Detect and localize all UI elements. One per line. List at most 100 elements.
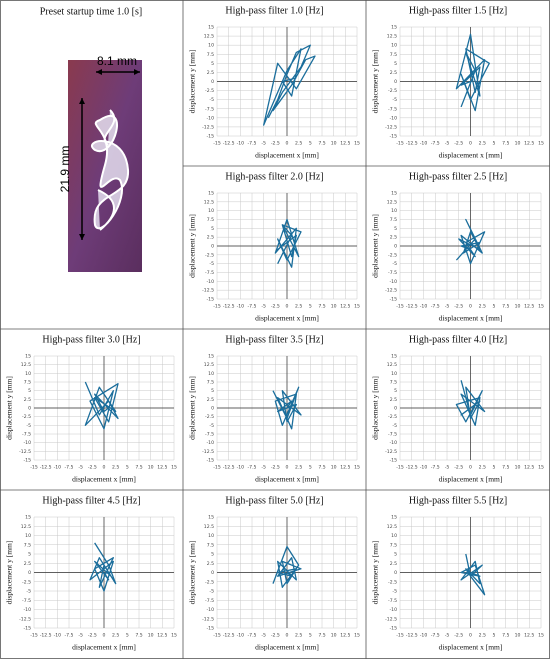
chart-panel: High-pass filter 1.5 [Hz] displacement x … [371,5,544,159]
x-tick-label: 2.5 [479,304,486,310]
x-tick-label: 12.5 [340,465,350,471]
y-tick-label: -7.5 [388,432,397,438]
y-tick-label: -5 [392,423,397,429]
x-tick-label: 10 [148,465,154,471]
y-tick-label: -2.5 [205,88,214,94]
x-tick-label: 0 [286,304,289,310]
y-tick-label: 10 [25,371,31,377]
x-tick-label: 12.5 [157,465,167,471]
y-tick-label: 0 [394,244,397,250]
y-tick-label: -12.5 [385,616,397,622]
y-tick-label: 2.5 [390,397,397,403]
y-tick-label: 5 [28,388,31,394]
x-tick-label: -10 [420,304,428,310]
y-axis-label: displacement y [mm] [188,50,197,114]
x-tick-label: -12.5 [223,304,235,310]
x-axis-label: displacement x [mm] [439,475,503,484]
chart-panel: High-pass filter 4.5 [Hz] displacement x … [5,495,177,651]
x-tick-label: -15 [30,465,38,471]
y-tick-label: 2.5 [207,235,214,241]
trajectory [455,380,486,426]
x-tick-label: -2.5 [271,633,280,639]
chart-title: High-pass filter 4.0 [Hz] [409,334,507,345]
y-tick-label: 15 [391,25,397,31]
chart-title: High-pass filter 1.0 [Hz] [225,5,323,16]
photo-panel: Preset startup time 1.0 [s] 8.1 mm 21.9 … [40,6,142,272]
x-tick-label: 2.5 [479,633,486,639]
y-tick-label: -2.5 [388,579,397,585]
y-tick-label: -7.5 [388,106,397,112]
trajectory [89,542,117,592]
x-tick-label: -12.5 [223,465,235,471]
chart-panel: High-pass filter 3.5 [Hz] displacement x … [188,334,360,483]
y-tick-label: -2.5 [388,414,397,420]
x-tick-label: 15 [538,141,544,147]
x-tick-label: 5 [309,304,312,310]
x-tick-label: 10 [331,304,337,310]
chart-panel: High-pass filter 2.5 [Hz] displacement x … [371,171,544,322]
x-axis-label: displacement x [mm] [439,314,503,323]
y-tick-label: 10 [208,208,214,214]
x-tick-label: -5 [261,141,266,147]
chart-panel: High-pass filter 3.0 [Hz] displacement x … [5,334,177,483]
chart-title: High-pass filter 4.5 [Hz] [42,495,140,506]
x-tick-label: 12.5 [340,633,350,639]
x-tick-label: 5 [493,465,496,471]
x-tick-label: -15 [213,141,221,147]
y-tick-label: 12.5 [204,524,214,530]
x-tick-label: -12.5 [223,633,235,639]
y-tick-label: 2.5 [207,70,214,76]
x-tick-label: -5 [445,465,450,471]
y-tick-label: 7.5 [24,380,31,386]
x-tick-label: 15 [171,633,177,639]
x-tick-label: -2.5 [88,465,97,471]
x-tick-label: -7.5 [248,465,257,471]
y-tick-label: 2.5 [24,561,31,567]
y-tick-label: -5 [209,261,214,267]
y-tick-label: 12.5 [387,34,397,40]
y-tick-label: 15 [208,191,214,197]
trajectory [272,545,302,588]
y-tick-label: 5 [394,61,397,67]
x-tick-label: 12.5 [157,633,167,639]
y-tick-label: -12.5 [385,449,397,455]
photo-title: Preset startup time 1.0 [s] [40,6,142,17]
x-tick-label: 2.5 [295,465,302,471]
chart-title: High-pass filter 5.5 [Hz] [409,495,507,506]
chart-title: High-pass filter 2.5 [Hz] [409,171,507,182]
x-tick-label: -5 [261,304,266,310]
y-tick-label: 5 [394,552,397,558]
y-tick-label: 0 [211,79,214,85]
y-tick-label: 7.5 [207,217,214,223]
x-tick-label: 10 [331,633,337,639]
x-tick-label: -15 [396,141,404,147]
trajectory [272,386,302,430]
x-tick-label: 7.5 [318,633,325,639]
y-tick-label: 10 [391,208,397,214]
y-tick-label: 10 [25,533,31,539]
x-tick-label: 0 [103,465,106,471]
y-tick-label: -10 [389,279,397,285]
y-axis-label: displacement y [mm] [371,50,380,114]
y-tick-label: -10 [23,440,31,446]
chart-title: High-pass filter 3.0 [Hz] [42,334,140,345]
x-tick-label: 15 [538,633,544,639]
y-tick-label: -12.5 [19,449,31,455]
y-axis-label: displacement y [mm] [5,541,14,605]
x-tick-label: -12.5 [223,141,235,147]
y-axis-label: displacement y [mm] [371,541,380,605]
y-tick-label: 5 [394,388,397,394]
x-tick-label: 0 [286,465,289,471]
y-tick-label: 2.5 [390,235,397,241]
y-tick-label: -5 [392,589,397,595]
x-tick-label: -10 [237,465,245,471]
y-tick-label: -15 [206,626,214,632]
x-tick-label: -12.5 [406,465,418,471]
x-tick-label: 10 [515,141,521,147]
x-tick-label: -15 [213,304,221,310]
trajectory [455,33,490,112]
x-tick-label: 7.5 [318,304,325,310]
x-tick-label: -15 [396,304,404,310]
chart-panel: High-pass filter 5.5 [Hz] displacement x … [371,495,544,651]
x-tick-label: -10 [420,633,428,639]
